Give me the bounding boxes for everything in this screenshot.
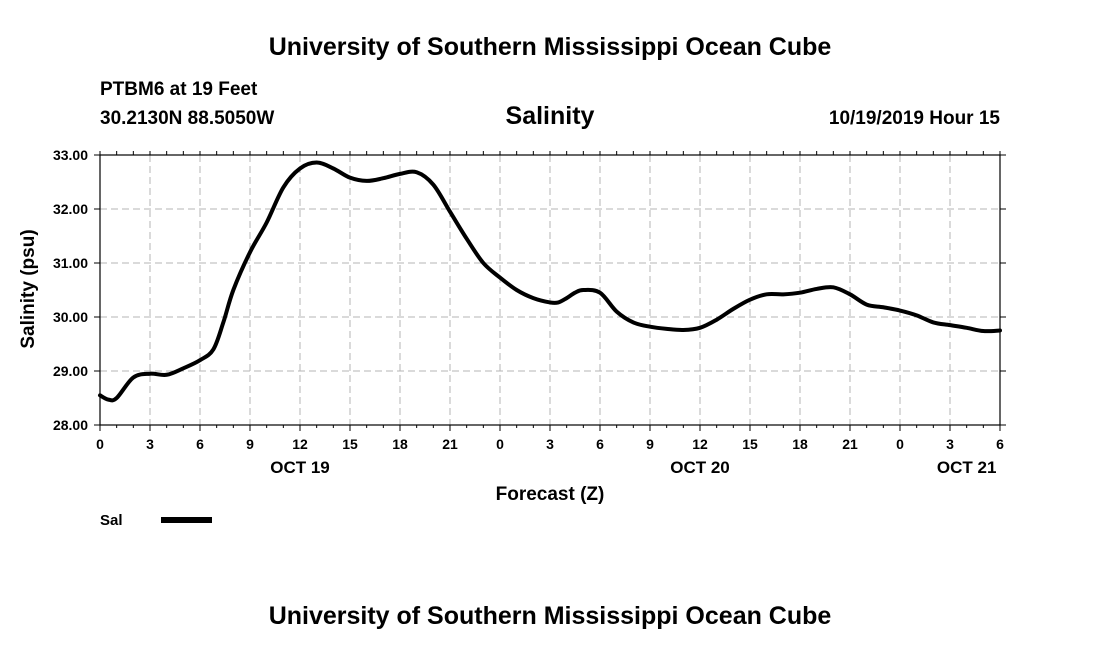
series-line-salinity (98, 160, 1002, 403)
x-axis-label: Forecast (Z) (496, 484, 605, 505)
x-tick-label: 12 (292, 436, 308, 452)
x-tick-label: 12 (692, 436, 708, 452)
date-label: OCT 21 (937, 458, 997, 477)
x-tick-label: 18 (392, 436, 408, 452)
x-tick-label: 6 (596, 436, 604, 452)
y-tick-label: 32.00 (53, 201, 88, 217)
plot-frame (99, 154, 1001, 426)
date-label: OCT 19 (270, 458, 330, 477)
chart-title: Salinity (506, 102, 595, 130)
x-tick-label: 15 (742, 436, 758, 452)
x-tick-label: 21 (842, 436, 858, 452)
x-tick-label: 6 (996, 436, 1004, 452)
x-tick-label: 3 (546, 436, 554, 452)
x-tick-label: 18 (792, 436, 808, 452)
y-axis-label: Salinity (psu) (18, 229, 39, 348)
x-tick-label: 0 (96, 436, 104, 452)
x-tick-label: 6 (196, 436, 204, 452)
top-title: University of Southern Mississippi Ocean… (269, 33, 832, 61)
x-tick-label: 0 (496, 436, 504, 452)
legend-label: Sal (100, 512, 123, 529)
station-label: PTBM6 at 19 Feet (100, 79, 258, 100)
x-tick-label: 9 (246, 436, 254, 452)
date-hour-label: 10/19/2019 Hour 15 (829, 108, 1001, 129)
date-label: OCT 20 (670, 458, 730, 477)
y-tick-label: 31.00 (53, 255, 88, 271)
x-tick-label: 3 (146, 436, 154, 452)
x-tick-label: 21 (442, 436, 458, 452)
x-tick-label: 0 (896, 436, 904, 452)
y-tick-label: 29.00 (53, 363, 88, 379)
series-layer (98, 160, 1002, 403)
y-tick-label: 33.00 (53, 147, 88, 163)
bottom-title: University of Southern Mississippi Ocean… (269, 602, 832, 630)
x-tick-label: 15 (342, 436, 358, 452)
location-label: 30.2130N 88.5050W (100, 108, 274, 129)
x-tick-label: 9 (646, 436, 654, 452)
y-tick-label: 28.00 (53, 417, 88, 433)
y-tick-label: 30.00 (53, 309, 88, 325)
axes: 28.00 29.00 30.00 31.00 32.00 33.00 0 3 6 9 12 15 18… (53, 147, 1006, 477)
grid (100, 155, 1000, 425)
x-tick-label: 3 (946, 436, 954, 452)
